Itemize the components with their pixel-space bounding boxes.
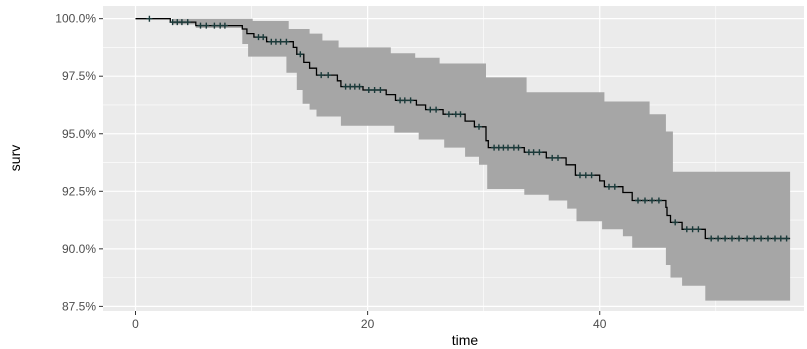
censor-mark	[401, 97, 408, 104]
censor-mark	[672, 219, 679, 226]
censor-mark	[695, 226, 702, 233]
censor-mark	[277, 38, 284, 45]
censor-mark	[555, 154, 561, 161]
censor-mark	[729, 235, 735, 242]
censor-mark	[221, 22, 228, 29]
censor-mark	[765, 235, 771, 242]
y-tick-label: 92.5%	[62, 184, 96, 198]
y-tick-label: 97.5%	[62, 69, 96, 83]
censor-mark	[433, 106, 440, 113]
censor-mark	[642, 197, 648, 204]
y-tick-label: 90.0%	[62, 242, 96, 256]
censor-mark	[736, 235, 742, 242]
censor-mark	[427, 106, 434, 113]
censor-mark	[649, 197, 655, 204]
x-tick-label: 40	[593, 317, 607, 331]
confidence-band	[135, 18, 791, 301]
censor-mark	[146, 15, 153, 22]
x-tick-label: 20	[361, 317, 375, 331]
censor-mark	[356, 83, 363, 90]
censor-mark	[744, 235, 751, 242]
y-axis: 87.5% 90.0% 92.5% 95.0% 97.5% 100.0%	[55, 12, 103, 313]
censor-mark	[260, 34, 267, 41]
censor-mark	[211, 22, 218, 29]
censor-mark	[457, 111, 464, 118]
censor-mark	[577, 172, 583, 179]
censor-mark	[318, 72, 325, 79]
censor-mark	[371, 87, 378, 93]
censor-mark	[203, 22, 210, 29]
censor-mark	[197, 22, 204, 29]
censor-mark	[722, 235, 729, 242]
censor-mark	[758, 235, 765, 242]
censor-mark	[377, 87, 384, 93]
censor-marks	[146, 15, 790, 242]
censor-mark	[689, 226, 696, 233]
censor-mark	[655, 197, 662, 204]
censor-mark	[683, 226, 690, 233]
x-axis: 0 20 40	[132, 311, 607, 331]
y-axis-title: surv	[7, 145, 23, 171]
censor-mark	[325, 72, 332, 79]
censor-mark	[297, 51, 304, 58]
x-axis-title: time	[452, 332, 479, 348]
censor-mark	[476, 123, 482, 130]
censor-mark	[777, 235, 784, 242]
censor-mark	[606, 183, 612, 190]
censor-mark	[635, 197, 641, 204]
censor-mark	[783, 235, 790, 242]
censor-mark	[445, 111, 452, 118]
censor-mark	[588, 172, 595, 179]
censor-mark	[184, 19, 191, 26]
censor-mark	[178, 19, 185, 26]
censor-mark	[582, 172, 589, 179]
censor-mark	[772, 235, 778, 242]
censor-mark	[751, 235, 758, 242]
censor-mark	[549, 154, 556, 161]
censor-mark	[715, 235, 722, 242]
censor-mark	[515, 144, 522, 151]
censor-mark	[530, 149, 537, 156]
censor-mark	[407, 97, 414, 104]
x-tick-label: 0	[132, 317, 139, 331]
y-tick-label: 87.5%	[62, 299, 96, 313]
censor-mark	[708, 235, 715, 242]
y-tick-label: 95.0%	[62, 127, 96, 141]
censor-mark	[283, 38, 290, 45]
censor-mark	[505, 144, 511, 151]
censor-mark	[536, 149, 543, 156]
censor-mark	[611, 183, 618, 190]
censor-mark	[365, 87, 372, 93]
y-tick-label: 100.0%	[55, 12, 96, 26]
